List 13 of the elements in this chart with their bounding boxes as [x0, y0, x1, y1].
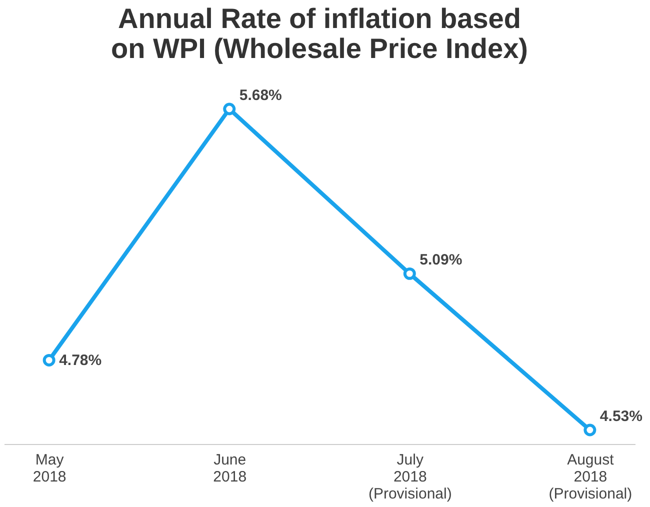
- x-tick-label: August 2018 (Provisional): [548, 452, 632, 502]
- point: [223, 102, 236, 116]
- data-label: 4.78%: [59, 352, 102, 370]
- x-tick-label: July 2018 (Provisional): [368, 452, 452, 502]
- x-tick-label: June 2018: [213, 452, 247, 486]
- point: [584, 424, 596, 436]
- data-label: 4.53%: [600, 408, 642, 425]
- data-label: 5.09%: [420, 252, 462, 269]
- point: [42, 354, 56, 366]
- chart-title: Annual Rate of inflation based on WPI (Wholesale Price Index): [111, 3, 528, 64]
- x-tick-label: May 2018: [32, 452, 66, 486]
- data-label: 5.68%: [239, 87, 282, 104]
- point: [403, 267, 416, 280]
